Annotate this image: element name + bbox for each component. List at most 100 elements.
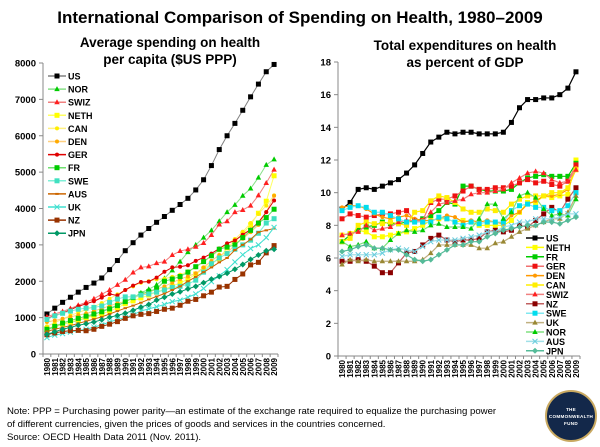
x-tick-label: 1989 xyxy=(411,359,420,377)
y-tick-label: 14 xyxy=(320,123,331,134)
data-point xyxy=(436,241,442,247)
legend-item: US xyxy=(526,234,559,244)
logo-text-1: THE xyxy=(565,406,577,412)
legend-marker xyxy=(54,165,60,171)
data-point xyxy=(162,292,167,295)
data-point xyxy=(44,316,50,322)
data-point xyxy=(201,255,206,260)
legend-marker xyxy=(532,291,538,297)
data-point xyxy=(468,129,474,135)
data-point xyxy=(436,208,442,214)
data-point xyxy=(420,242,426,248)
data-point xyxy=(355,228,361,234)
data-point xyxy=(404,222,410,228)
data-point xyxy=(371,258,378,264)
legend-item: DEN xyxy=(48,137,87,147)
data-point xyxy=(169,298,176,305)
data-point xyxy=(161,214,167,220)
data-point xyxy=(107,299,113,305)
data-point xyxy=(565,196,571,202)
data-point xyxy=(363,219,369,225)
data-point xyxy=(255,259,261,265)
data-point xyxy=(271,246,278,253)
series-us xyxy=(339,69,579,212)
data-point xyxy=(263,220,269,226)
data-point xyxy=(516,192,523,198)
data-point xyxy=(565,191,571,197)
x-tick-label: 1994 xyxy=(451,359,460,377)
data-point xyxy=(500,129,506,135)
data-point xyxy=(115,310,120,313)
data-point xyxy=(185,195,191,201)
data-point xyxy=(533,97,539,103)
data-point xyxy=(59,326,66,333)
data-point xyxy=(208,227,215,233)
data-point xyxy=(363,204,369,210)
legend-label: JPN xyxy=(546,346,564,356)
x-tick-label: 1986 xyxy=(90,357,99,375)
data-point xyxy=(557,179,563,185)
data-point xyxy=(452,197,458,203)
data-point xyxy=(194,275,198,278)
series-line xyxy=(341,213,576,257)
data-point xyxy=(524,222,531,229)
data-point xyxy=(193,271,198,276)
data-point xyxy=(130,294,136,300)
data-point xyxy=(379,258,386,264)
data-point xyxy=(161,294,168,301)
data-point xyxy=(122,294,128,300)
data-point xyxy=(154,295,159,298)
x-tick-label: 2009 xyxy=(572,359,581,377)
data-point xyxy=(177,288,184,295)
legend-item: SWIZ xyxy=(526,290,569,300)
legend-label: AUS xyxy=(68,189,87,199)
legend-item: GER xyxy=(48,150,88,160)
data-point xyxy=(122,315,128,321)
data-point xyxy=(339,258,345,264)
x-tick-label: 2002 xyxy=(215,357,224,375)
data-point xyxy=(217,261,221,264)
x-tick-label: 1997 xyxy=(475,359,484,377)
data-point xyxy=(379,221,385,227)
legend-item: AUS xyxy=(526,337,565,347)
data-point xyxy=(541,193,547,199)
data-point xyxy=(115,293,120,298)
data-point xyxy=(460,235,466,242)
data-point xyxy=(395,258,402,264)
legend-item: NETH xyxy=(526,243,571,253)
data-point xyxy=(201,293,207,299)
data-point xyxy=(271,216,277,222)
legend-label: UK xyxy=(68,203,81,213)
data-point xyxy=(387,270,393,276)
data-point xyxy=(484,233,491,240)
data-point xyxy=(146,288,152,294)
data-point xyxy=(263,234,270,241)
right-chart-title: Total expenditures on health as percent … xyxy=(345,37,585,71)
data-point xyxy=(404,208,410,214)
x-tick-label: 1994 xyxy=(153,357,162,375)
data-point xyxy=(452,239,458,245)
legend-item: FR xyxy=(48,163,80,173)
data-point xyxy=(549,204,555,210)
x-tick-label: 1990 xyxy=(121,357,130,375)
data-point xyxy=(387,258,394,264)
data-point xyxy=(524,189,531,195)
legend-label: DEN xyxy=(546,271,565,281)
data-point xyxy=(224,251,230,257)
data-point xyxy=(107,312,112,315)
legend-label: NETH xyxy=(546,243,571,253)
data-point xyxy=(549,212,555,218)
data-point xyxy=(130,240,136,246)
y-tick-label: 2 xyxy=(326,319,331,330)
data-point xyxy=(444,237,450,243)
data-point xyxy=(52,313,58,319)
data-point xyxy=(460,183,466,189)
data-point xyxy=(508,179,515,185)
right-chart-title-line-2: as percent of GDP xyxy=(406,55,524,70)
data-point xyxy=(427,238,434,245)
data-point xyxy=(387,246,394,253)
data-point xyxy=(60,310,66,316)
data-point xyxy=(67,324,74,331)
data-point xyxy=(161,278,167,284)
